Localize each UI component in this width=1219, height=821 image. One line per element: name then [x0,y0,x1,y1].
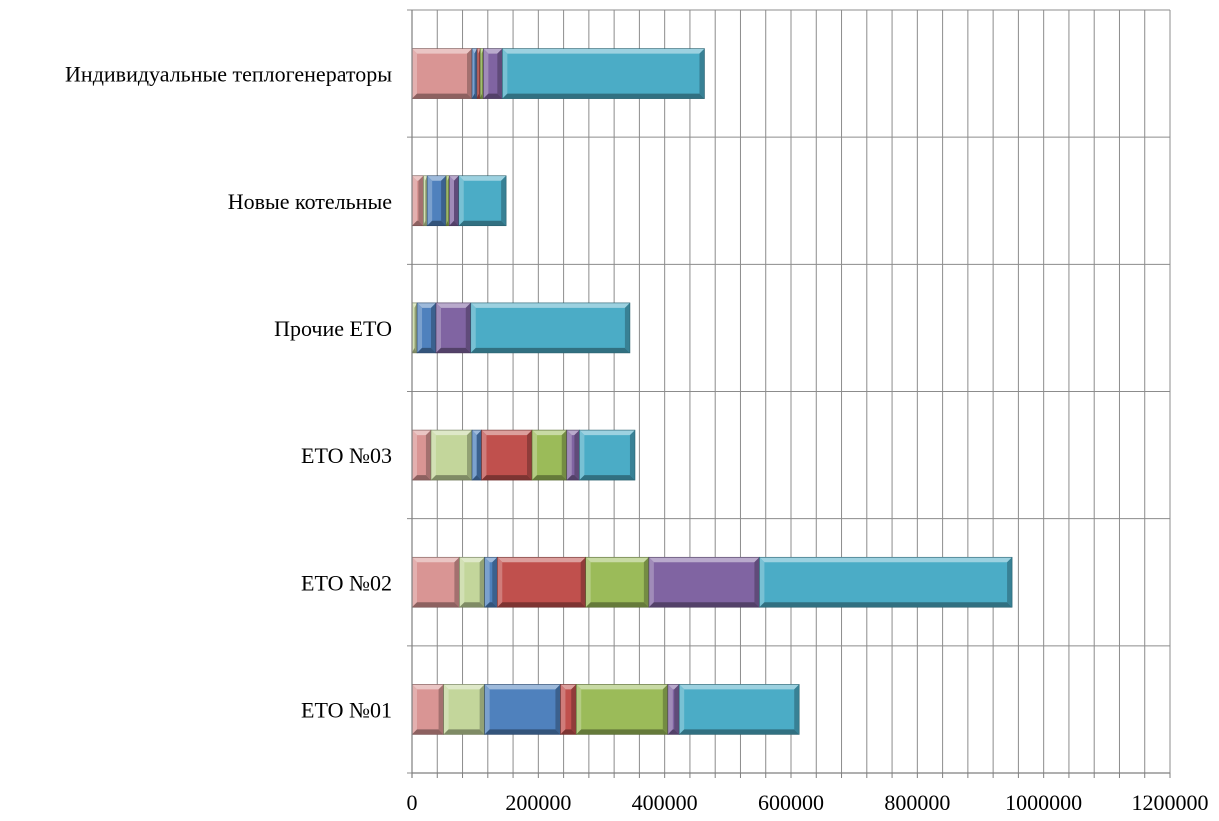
bar-segment [448,175,460,227]
bar-segment [459,556,485,608]
category-label: Новые котельные [228,189,392,214]
category-label: ЕТО №01 [301,697,392,722]
bar-segment [411,48,473,99]
bar-segment [411,556,460,608]
bar-segment [678,684,800,735]
bar-segment [470,302,631,354]
bar-segment [458,175,507,227]
x-tick-label: 1200000 [1132,790,1209,815]
axes [411,10,1171,778]
bar-segment [411,302,418,354]
bar-segment [471,429,482,481]
bar-segment [416,302,437,354]
labels: 0 200000 400000 600000 800000 1000000 1200000 Е… [65,62,1208,815]
x-tick-label: 400000 [632,790,698,815]
grid [407,9,1171,774]
bar-segment [476,48,481,99]
bar-segment [426,175,447,227]
bar-segment [648,556,760,608]
bar-segment [579,429,636,481]
bar-segment [443,684,485,735]
category-label: Прочие ЕТО [274,316,392,341]
x-tick-label: 600000 [758,790,824,815]
category-label: Индивидуальные теплогенераторы [65,62,392,87]
bar-segment [560,684,577,735]
x-tick-label: 1000000 [1005,790,1082,815]
bar-segment [531,429,568,481]
bar-segment [585,556,650,608]
bar-segment [575,684,669,735]
bar-segment [430,429,473,481]
x-tick-label: 200000 [505,790,571,815]
bar-segment [484,684,561,735]
bars [411,48,1013,735]
x-tick-label: 0 [407,790,418,815]
bar-segment [496,556,587,608]
bar-segment [423,175,428,227]
bar-segment [411,175,424,227]
bar-segment [502,48,705,99]
bar-segment [435,302,472,354]
bar-segment [411,684,444,735]
category-label: ЕТО №02 [301,570,392,595]
bar-segment [479,48,484,99]
bar-segment [759,556,1013,608]
bar-segment [471,48,478,99]
bar-segment [667,684,680,735]
bar-segment [484,556,498,608]
bar-segment [445,175,450,227]
bar-segment [566,429,580,481]
x-tick-label: 800000 [884,790,950,815]
bar-segment [411,429,432,481]
category-label: ЕТО №03 [301,443,392,468]
bar-segment [483,48,503,99]
bar-segment [481,429,533,481]
